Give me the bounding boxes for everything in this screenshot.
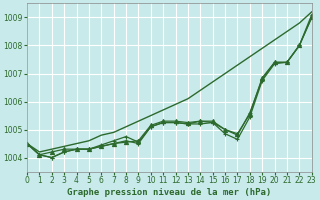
X-axis label: Graphe pression niveau de la mer (hPa): Graphe pression niveau de la mer (hPa) (67, 188, 271, 197)
